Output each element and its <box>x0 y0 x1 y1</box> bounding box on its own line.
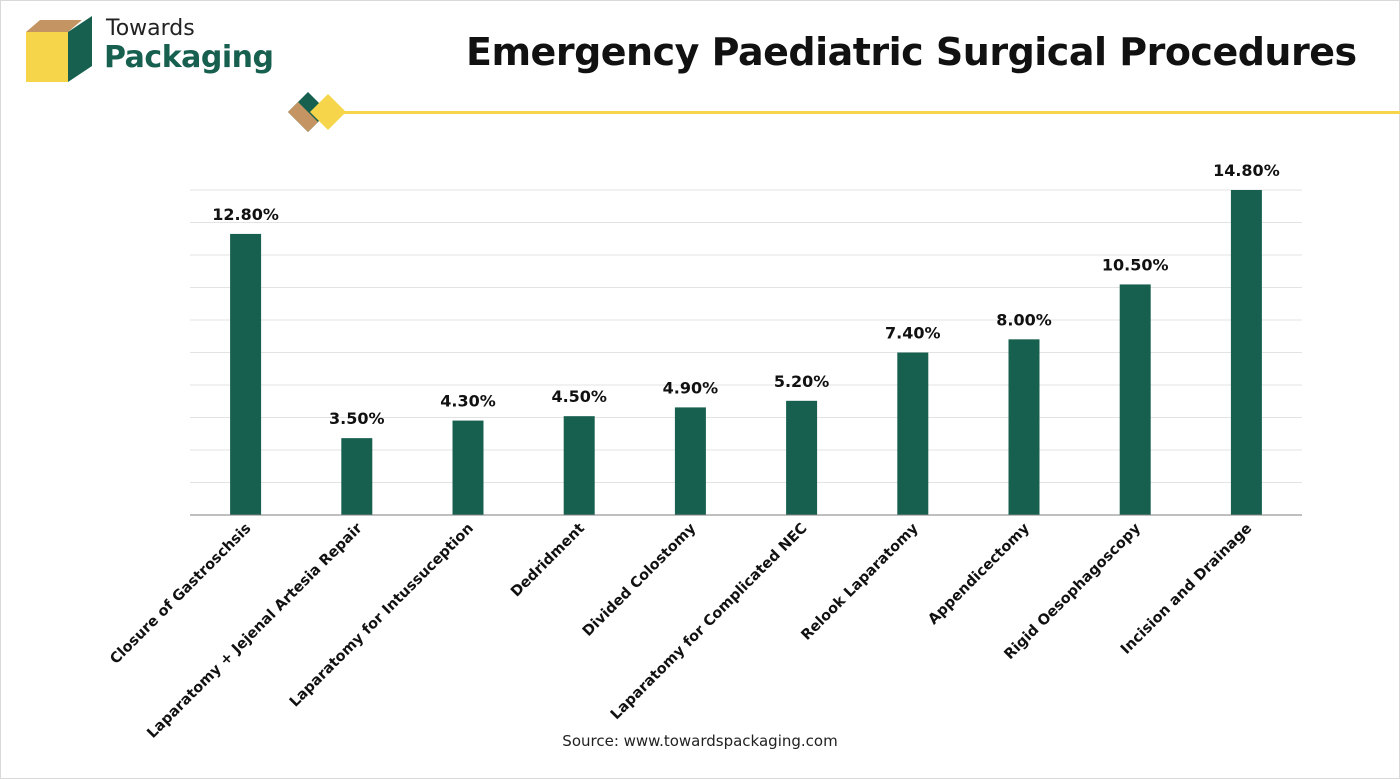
source-note: Source: www.towardspackaging.com <box>562 732 838 750</box>
deco-diamond-yellow <box>310 94 346 130</box>
bar <box>786 400 818 515</box>
bar <box>674 407 706 515</box>
logo-text-packaging: Packaging <box>104 40 274 75</box>
logo-box-side <box>68 16 92 82</box>
bar-value-label: 12.80% <box>212 205 279 224</box>
deco-line <box>342 111 1400 114</box>
category-label: Laparatomy for Intussuception <box>287 521 477 711</box>
category-label: Laparatomy + Jejenal Artesia Repair <box>144 520 366 742</box>
category-label: Incision and Drainage <box>1118 520 1255 657</box>
category-label: Relook Laparatomy <box>798 520 922 644</box>
towards-packaging-logo <box>26 16 92 82</box>
data-labels: 12.80% 3.50% 4.30% 4.50% 4.90% 5.20% 7.40% 8.00… <box>212 161 1279 428</box>
bar <box>897 352 929 515</box>
category-label: Appendicectomy <box>925 520 1033 628</box>
grid-lines <box>190 189 1302 483</box>
category-label: Laparatomy for Complicated NEC <box>608 521 811 724</box>
chart-title: Emergency Paediatric Surgical Procedures <box>466 30 1357 74</box>
bar <box>1008 339 1040 515</box>
bar <box>1119 284 1151 515</box>
bar-value-label: 5.20% <box>774 372 830 391</box>
bars <box>230 190 1262 515</box>
bar-value-label: 14.80% <box>1213 161 1280 180</box>
bar-value-label: 4.50% <box>551 387 607 406</box>
bar-value-label: 4.30% <box>440 392 496 411</box>
category-label: Divided Colostomy <box>580 520 700 640</box>
bar <box>1230 190 1262 515</box>
bar-value-label: 8.00% <box>996 310 1052 329</box>
bar-value-label: 10.50% <box>1102 255 1169 274</box>
bar-value-label: 4.90% <box>663 378 719 397</box>
category-label: Dedridment <box>508 520 588 600</box>
bar <box>230 233 262 515</box>
bar-value-label: 3.50% <box>329 409 385 428</box>
title-underline-decoration <box>288 92 1400 132</box>
logo-text-towards: Towards <box>106 16 195 41</box>
bar <box>341 438 373 515</box>
bar-value-label: 7.40% <box>885 324 941 343</box>
logo-box-top <box>26 20 82 32</box>
deco-diamond-tan <box>288 102 318 132</box>
bar <box>563 416 595 515</box>
logo-box-front <box>26 32 68 82</box>
bar <box>452 420 484 515</box>
